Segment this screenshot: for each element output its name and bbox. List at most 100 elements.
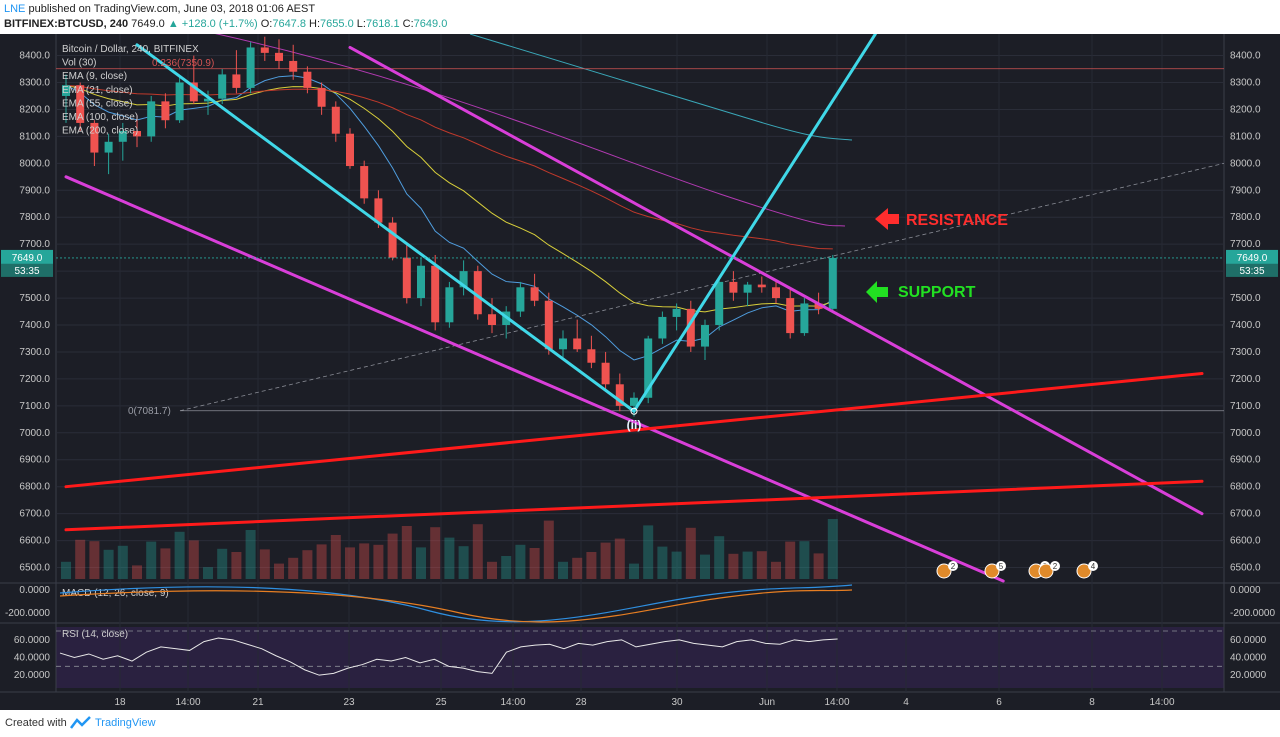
volume-bar bbox=[330, 535, 341, 579]
candle bbox=[516, 281, 525, 317]
candle bbox=[431, 254, 440, 331]
candle-body bbox=[786, 298, 795, 334]
candle-body bbox=[743, 284, 752, 293]
candle-body bbox=[686, 308, 695, 347]
ema-200-line bbox=[469, 34, 853, 141]
trendline-cyan-up bbox=[632, 34, 877, 413]
candle bbox=[189, 55, 198, 105]
badge-count-bg bbox=[1050, 561, 1060, 571]
rsi-tick-right: 60.0000 bbox=[1230, 635, 1267, 646]
volume-bar bbox=[728, 553, 739, 579]
candle-body bbox=[232, 74, 241, 88]
price-tag-left-countdown bbox=[1, 263, 53, 277]
candle bbox=[786, 289, 795, 339]
candle bbox=[331, 101, 340, 142]
volume-bar bbox=[61, 561, 71, 579]
volume-bar bbox=[416, 547, 426, 579]
time-tick: 8 bbox=[1089, 697, 1095, 708]
price-tick-right: 8300.0 bbox=[1230, 78, 1261, 89]
volume-bar bbox=[558, 561, 568, 579]
candle bbox=[672, 303, 681, 331]
price-tick-left: 6800.0 bbox=[19, 482, 50, 493]
author-link[interactable]: LNE bbox=[4, 3, 26, 15]
legend-item: EMA (21, close) bbox=[62, 85, 133, 96]
volume-bar bbox=[487, 561, 497, 579]
price-tick-right: 6600.0 bbox=[1230, 536, 1261, 547]
volume-bar bbox=[188, 540, 199, 579]
candle bbox=[303, 66, 312, 94]
candle-body bbox=[658, 316, 667, 339]
candle bbox=[772, 281, 780, 304]
volume-bar bbox=[302, 550, 313, 579]
publish-info: published on TradingView.com, June 03, 2… bbox=[28, 3, 316, 15]
volume-bar bbox=[359, 543, 370, 579]
candle bbox=[246, 42, 255, 94]
price-tick-left: 8200.0 bbox=[19, 104, 50, 115]
candle-body bbox=[289, 60, 298, 72]
symbol-name: BITFINEX:BTCUSD, 240 bbox=[4, 18, 129, 30]
volume-bar bbox=[756, 551, 767, 579]
time-tick: 30 bbox=[671, 697, 683, 708]
candle-body bbox=[757, 284, 766, 288]
candle bbox=[686, 300, 695, 352]
price-tick-right: 6500.0 bbox=[1230, 563, 1261, 574]
candle bbox=[573, 319, 582, 352]
candle bbox=[62, 74, 70, 123]
event-badge: 5 bbox=[984, 561, 1006, 579]
candle-body bbox=[118, 131, 127, 142]
symbol-line: BITFINEX:BTCUSD, 240 7649.0 ▲ +128.0 (+1… bbox=[4, 18, 447, 30]
time-tick: 25 bbox=[435, 697, 447, 708]
event-badge: 2 bbox=[936, 561, 958, 579]
candle bbox=[800, 298, 809, 336]
candle bbox=[743, 281, 752, 307]
volume-bar bbox=[103, 549, 114, 579]
badge-count-bg bbox=[996, 561, 1006, 571]
candle-body bbox=[431, 265, 440, 323]
price-chart[interactable]: 8400.0 8400.0 8300.0 8300.0 8200.0 8200.0 8100… bbox=[0, 34, 1280, 710]
tradingview-link[interactable]: TradingView bbox=[95, 717, 156, 729]
trendline-magenta-upper bbox=[348, 45, 1204, 516]
ohlc-h-label: H: bbox=[309, 18, 321, 30]
volume-bar bbox=[614, 538, 625, 579]
time-tick: 4 bbox=[903, 697, 909, 708]
rsi-tick-left: 40.0000 bbox=[14, 653, 51, 664]
candle-body bbox=[360, 166, 369, 199]
volume-bar bbox=[685, 527, 696, 579]
candle-body bbox=[417, 265, 425, 299]
candle bbox=[133, 114, 141, 148]
price-tick-right: 7700.0 bbox=[1230, 239, 1261, 250]
candle bbox=[658, 311, 667, 344]
price-tick-left: 7900.0 bbox=[19, 185, 50, 196]
rsi-tick-left: 20.0000 bbox=[14, 670, 51, 681]
volume-bar bbox=[827, 518, 838, 579]
price-tick-right: 7400.0 bbox=[1230, 320, 1261, 331]
volume-bar bbox=[430, 527, 441, 579]
resistance-arrow-icon bbox=[875, 208, 899, 230]
price-tick-right: 7200.0 bbox=[1230, 374, 1261, 385]
candle bbox=[445, 281, 454, 328]
candle-body bbox=[76, 85, 85, 123]
badge-count: 2 bbox=[951, 562, 956, 571]
fib-zero-label: 0(7081.7) bbox=[128, 406, 171, 417]
price-tick-right: 7100.0 bbox=[1230, 401, 1261, 412]
candle-body bbox=[644, 338, 653, 398]
candle bbox=[828, 254, 837, 312]
candle bbox=[161, 93, 170, 129]
price-tag-left bbox=[1, 249, 53, 264]
candle-body bbox=[530, 287, 539, 301]
price-tick-left: 8100.0 bbox=[19, 131, 50, 142]
volume-bar bbox=[600, 542, 611, 579]
volume-bar bbox=[458, 546, 469, 579]
candle-body bbox=[275, 52, 283, 61]
candle bbox=[715, 276, 724, 331]
volume-bar bbox=[543, 520, 554, 579]
ohlc-low: 7618.1 bbox=[365, 18, 400, 30]
badge-count: 5 bbox=[999, 562, 1004, 571]
macd-signal-line bbox=[59, 589, 853, 623]
price-tick-left: 6500.0 bbox=[19, 563, 50, 574]
time-tick: 28 bbox=[575, 697, 587, 708]
time-tick: 23 bbox=[343, 697, 355, 708]
volume-bar bbox=[700, 554, 710, 579]
candle bbox=[587, 335, 596, 369]
volume-bar bbox=[629, 563, 639, 579]
